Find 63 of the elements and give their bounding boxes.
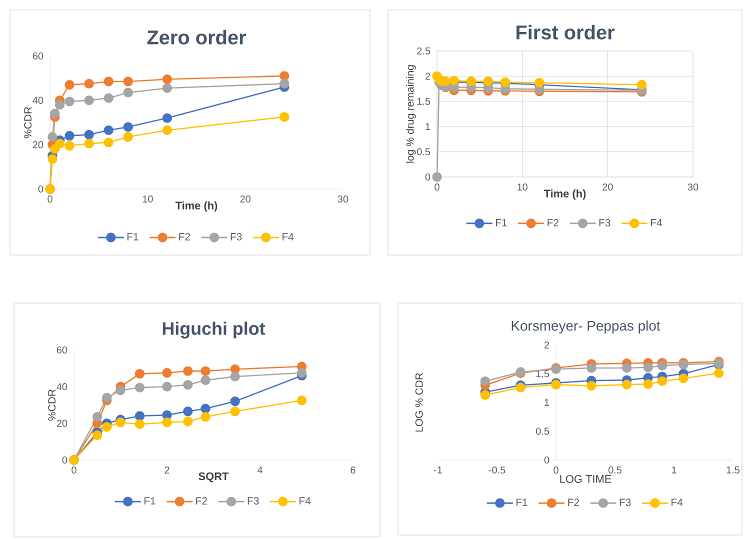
chart-title: Higuchi plot (162, 322, 266, 338)
y-tick-label: 20 (56, 420, 68, 427)
legend-label: F3 (620, 498, 631, 506)
x-tick-label: -1 (434, 466, 442, 474)
chart-title: Korsmeyer- Peppas plot (512, 320, 660, 334)
y-tick-label: 0.5 (417, 148, 430, 156)
x-tick-label: -0.5 (488, 466, 506, 474)
x-tick-label: 0 (554, 466, 558, 474)
legend-label: F3 (230, 233, 242, 240)
legend-label: F4 (672, 498, 683, 506)
y-axis-title: LOG % CDR (415, 373, 423, 432)
legend-label: F2 (568, 498, 579, 506)
y-tick-label: 0 (544, 456, 550, 464)
legend-label: F1 (496, 219, 507, 226)
y-tick-label: 1 (426, 123, 430, 130)
y-tick-label: 2 (425, 72, 430, 80)
legend-label: F4 (300, 497, 311, 504)
x-tick-label: 20 (602, 184, 613, 191)
y-axis-title: log % drug remaining (406, 65, 416, 163)
x-tick-label: 4 (257, 466, 262, 474)
x-axis-title: LOG TIME (560, 475, 612, 483)
x-tick-label: 0 (48, 196, 52, 203)
legend-label: F3 (248, 497, 259, 505)
legend-label: F2 (196, 497, 207, 504)
chart-title: Zero order (147, 30, 246, 44)
x-tick-label: 2 (164, 466, 170, 474)
x-tick-label: 30 (688, 184, 698, 191)
x-axis-title: Time (h) (175, 201, 218, 212)
y-tick-label: 60 (32, 52, 44, 60)
y-tick-label: 40 (56, 383, 68, 390)
y-tick-label: 2.5 (417, 47, 430, 55)
legend-label: F2 (548, 218, 558, 226)
y-tick-label: 1 (544, 399, 550, 406)
y-axis-title: %CDR (24, 107, 32, 138)
x-tick-label: 6 (350, 466, 356, 474)
y-tick-label: 60 (56, 346, 68, 354)
y-tick-label: 40 (32, 96, 44, 104)
x-tick-label: 0.5 (608, 466, 622, 474)
y-tick-label: 2 (544, 342, 549, 348)
x-tick-label: 1 (672, 466, 676, 474)
y-tick-label: 20 (32, 141, 44, 148)
x-tick-label: 30 (338, 196, 348, 203)
x-axis-title: SQRT (198, 472, 229, 482)
y-tick-label: 0.5 (536, 428, 550, 435)
y-tick-label: 0 (425, 173, 430, 181)
chart-title: First order (516, 24, 615, 40)
x-tick-label: 0 (434, 184, 440, 191)
x-tick-label: 1.5 (726, 466, 740, 474)
y-axis-title: %CDR (48, 390, 56, 421)
x-axis-title: Time (h) (544, 189, 586, 200)
legend-label: F3 (599, 218, 610, 226)
x-tick-label: 0 (72, 466, 76, 474)
x-tick-label: 10 (142, 196, 153, 203)
legend-label: F1 (144, 497, 156, 504)
legend-label: F4 (651, 219, 662, 226)
y-tick-label: 1.5 (417, 98, 430, 105)
legend-label: F4 (282, 233, 294, 240)
legend-label: F1 (516, 498, 528, 506)
x-tick-label: 10 (518, 184, 528, 191)
legend-label: F1 (127, 233, 138, 240)
x-tick-label: 20 (240, 196, 250, 203)
y-tick-label: 0 (62, 456, 68, 464)
legend-label: F2 (179, 233, 190, 240)
